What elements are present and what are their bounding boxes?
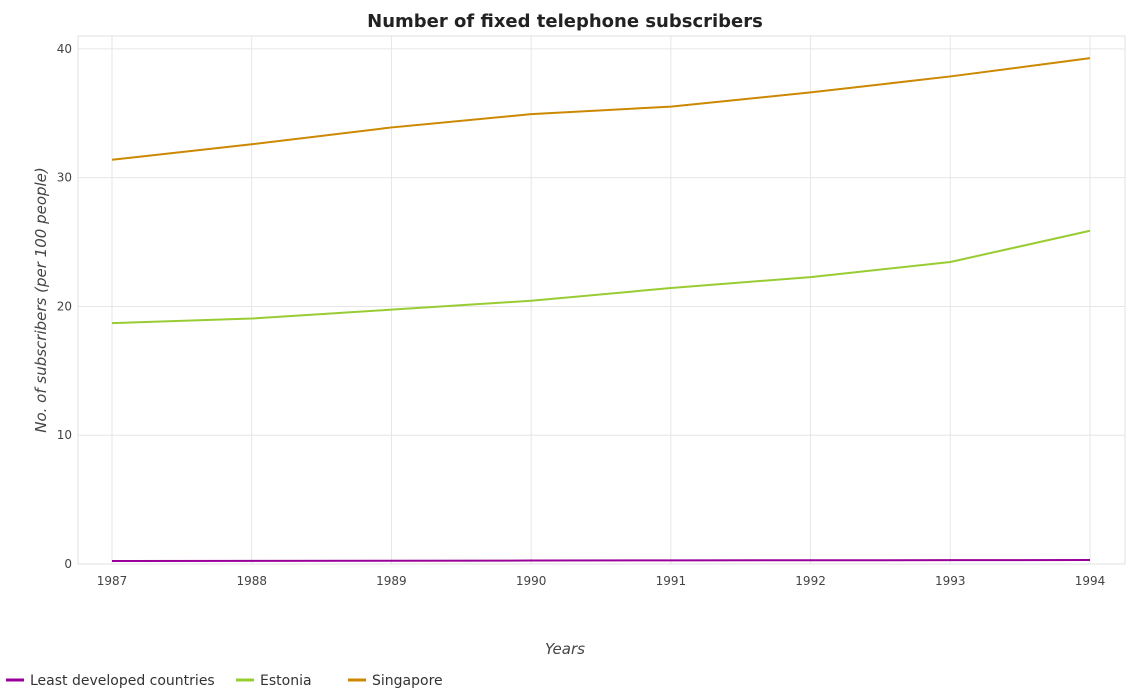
legend-label: Singapore [372,673,443,689]
y-tick-label: 30 [57,171,72,185]
series-line-singapore [111,57,1091,161]
x-tick-labels: 1987 1988 1989 1990 1991 1992 1993 1994 [97,574,1106,588]
y-tick-label: 10 [57,428,72,442]
legend-label: Estonia [260,673,312,689]
legend-label: Least developed countries [30,673,215,689]
grid [77,35,1126,565]
plot-frame [77,35,1126,565]
y-tick-label: 0 [64,557,72,571]
series-line-least-developed-countries [111,559,1091,563]
x-axis-label: Years [545,640,585,658]
y-axis-label: No. of subscribers (per 100 people) [32,167,50,433]
y-tick-label: 20 [57,299,72,313]
y-tick-labels: 0 10 20 30 40 [57,42,72,571]
legend: Least developed countries Estonia Singapor… [6,673,443,689]
x-tick-label: 1991 [656,574,687,588]
x-tick-label: 1994 [1075,574,1106,588]
x-tick-label: 1988 [236,574,267,588]
y-tick-label: 40 [57,42,72,56]
x-tick-label: 1992 [795,574,826,588]
x-tick-label: 1993 [935,574,966,588]
x-tick-label: 1990 [516,574,547,588]
x-tick-label: 1987 [97,574,128,588]
x-tick-label: 1989 [376,574,407,588]
series-line-estonia [111,229,1091,325]
chart-title: Number of fixed telephone subscribers [367,11,763,32]
series-lines [111,57,1091,563]
